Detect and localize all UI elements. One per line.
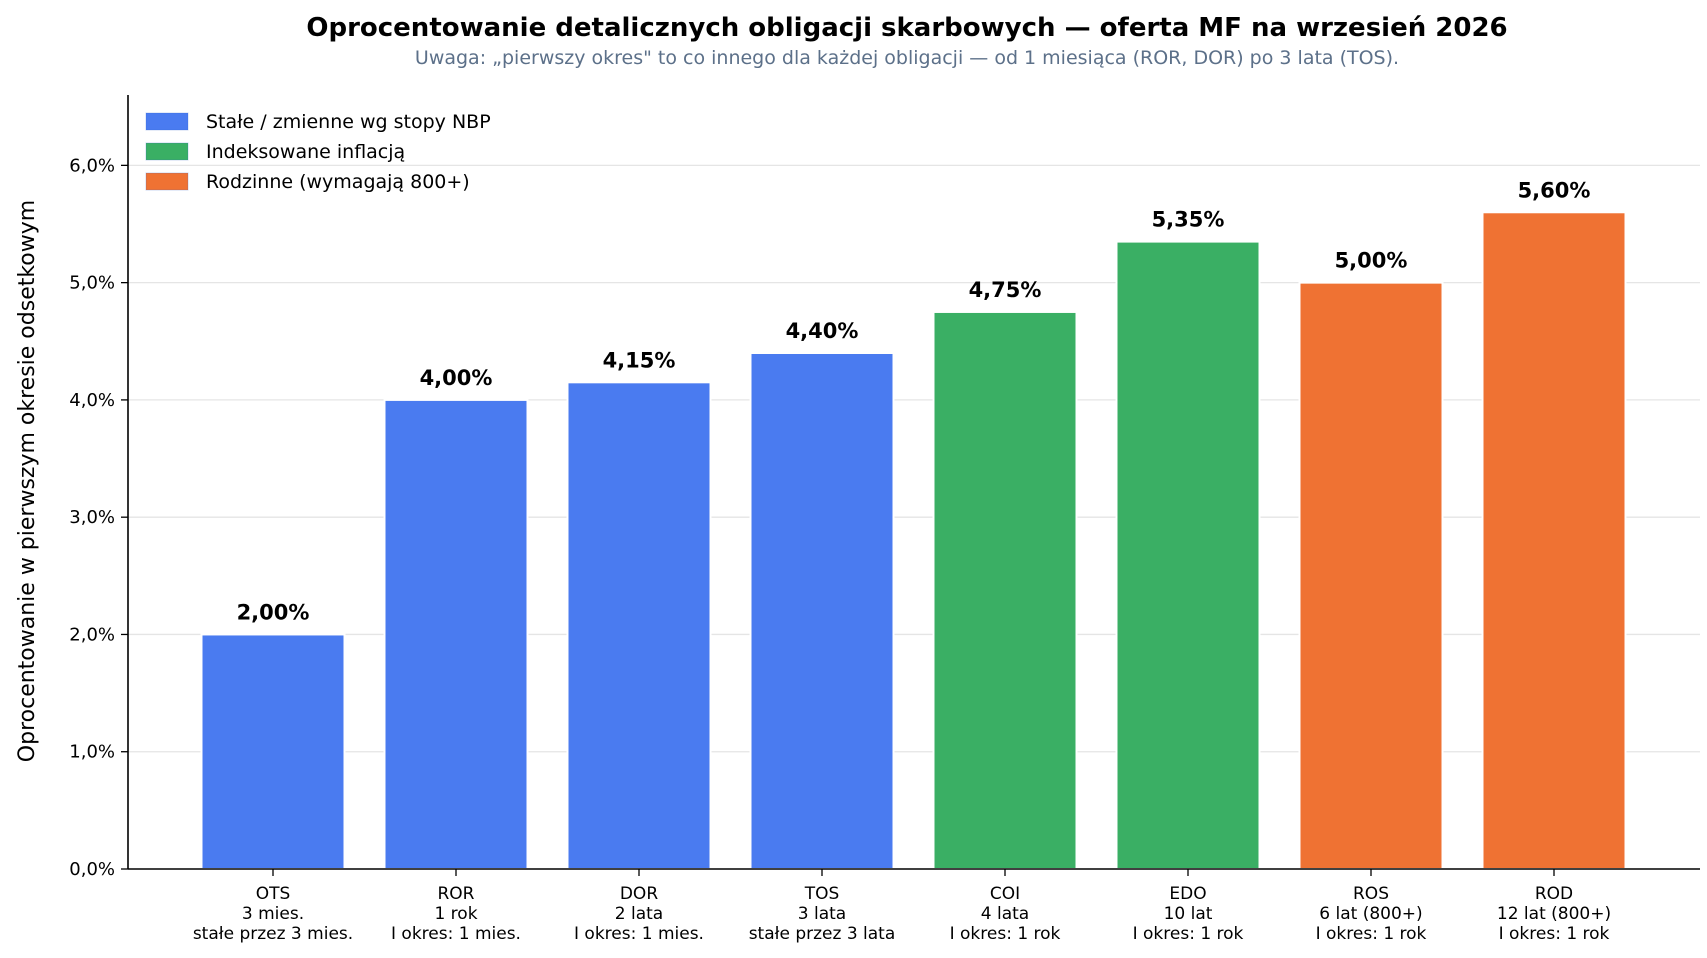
x-tick-label: I okres: 1 mies. [391,924,521,944]
bar-ots [200,633,346,870]
x-tick-label: I okres: 1 rok [950,924,1061,944]
bar-tos [749,352,895,870]
x-tick-label: I okres: 1 rok [1316,924,1427,944]
x-tick-label: 10 lat [1164,904,1213,924]
data-label: 4,00% [420,366,493,390]
bar-edo [1115,240,1261,871]
bar-dor [566,381,712,870]
bar-coi [932,310,1078,871]
bar-ros [1298,281,1444,870]
x-tick-label: EDO [1169,884,1206,904]
x-tick-label: stałe przez 3 lata [749,924,896,944]
x-tick-label: ROD [1535,884,1573,904]
x-tick-label: 2 lata [615,904,663,924]
data-label: 4,40% [786,319,859,343]
y-tick-label: 2,0% [69,624,115,645]
legend-label: Indeksowane inflacją [206,141,405,163]
y-ticks: 0,0% 1,0% 2,0% 3,0% 4,0% 5,0% 6,0% [69,155,128,880]
x-tick-label: ROS [1353,884,1389,904]
x-tick-label: 4 lata [981,904,1029,924]
x-tick-label: I okres: 1 mies. [574,924,704,944]
y-tick-label: 6,0% [69,155,115,176]
x-tick-label: stałe przez 3 mies. [193,924,353,944]
bars [200,211,1627,871]
legend-label: Rodzinne (wymagają 800+) [206,171,470,193]
data-labels: 2,00% 4,00% 4,15% 4,40% 4,75% 5,35% 5,00% 5,60% [237,178,1591,624]
data-label: 5,35% [1152,208,1225,232]
y-tick-label: 0,0% [69,859,115,880]
data-label: 4,15% [603,348,676,372]
data-label: 5,00% [1335,249,1408,273]
x-tick-label: 1 rok [434,904,477,924]
x-tick-label: 3 lata [798,904,846,924]
data-label: 2,00% [237,600,310,624]
y-tick-label: 1,0% [69,742,115,763]
legend-swatch [145,142,189,161]
x-tick-label: TOS [804,884,840,904]
gridlines [128,164,1700,753]
x-tick-label: 3 mies. [242,904,304,924]
legend-swatch [145,172,189,191]
x-tick-label: ROR [437,884,474,904]
legend-swatch [145,112,189,131]
y-axis-label: Oprocentowanie w pierwszym okresie odset… [15,200,40,762]
x-tick-label: OTS [256,884,291,904]
x-tick-label: 6 lat (800+) [1319,904,1422,924]
x-tick-label: DOR [620,884,658,904]
chart-subtitle: Uwaga: „pierwszy okres" to co innego dla… [415,47,1399,69]
x-tick-label: I okres: 1 rok [1499,924,1610,944]
axes [127,95,1700,870]
chart-title: Oprocentowanie detalicznych obligacji sk… [306,13,1507,43]
legend: Stałe / zmienne wg stopy NBP Indeksowane … [145,111,491,193]
y-tick-label: 3,0% [69,507,115,528]
y-tick-label: 5,0% [69,273,115,294]
data-label: 5,60% [1518,178,1591,202]
y-tick-label: 4,0% [69,390,115,411]
x-tick-label: COI [990,884,1020,904]
bar-ror [383,398,529,870]
x-tick-label: I okres: 1 rok [1133,924,1244,944]
bar-rod [1481,211,1627,871]
x-tick-label: 12 lat (800+) [1497,904,1611,924]
legend-label: Stałe / zmienne wg stopy NBP [206,111,491,133]
data-label: 4,75% [969,278,1042,302]
